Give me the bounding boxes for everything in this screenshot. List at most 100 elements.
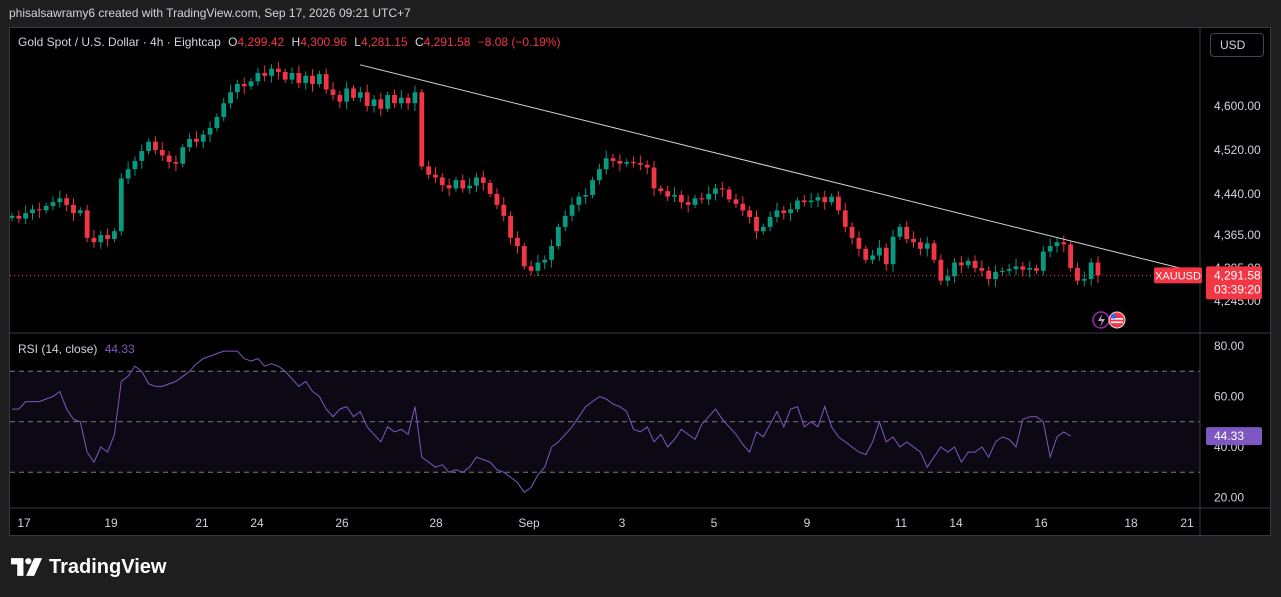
candle[interactable] xyxy=(1047,246,1053,252)
candle[interactable] xyxy=(562,215,568,227)
candle[interactable] xyxy=(542,259,548,263)
chart-canvas[interactable]: 4,600.004,520.004,440.004,365.004,305.00… xyxy=(10,28,1271,536)
candle[interactable] xyxy=(911,238,916,243)
candle[interactable] xyxy=(795,200,800,210)
candle[interactable] xyxy=(480,177,486,183)
candle[interactable] xyxy=(993,271,998,280)
candle[interactable] xyxy=(774,210,780,217)
candle[interactable] xyxy=(282,71,288,80)
candle[interactable] xyxy=(118,178,124,232)
candle[interactable] xyxy=(1040,251,1046,271)
candle[interactable] xyxy=(733,199,739,204)
candle[interactable] xyxy=(419,92,425,167)
candle[interactable] xyxy=(194,138,199,142)
candle[interactable] xyxy=(50,202,56,206)
candle[interactable] xyxy=(453,180,459,189)
candle[interactable] xyxy=(71,204,76,214)
candle[interactable] xyxy=(808,200,814,203)
rsi-value-tag[interactable] xyxy=(1206,427,1262,446)
candle[interactable] xyxy=(139,151,145,161)
candle[interactable] xyxy=(713,188,718,194)
candle[interactable] xyxy=(856,237,862,249)
candle[interactable] xyxy=(10,215,15,219)
candle[interactable] xyxy=(699,198,705,200)
candle[interactable] xyxy=(337,95,343,102)
candle[interactable] xyxy=(590,180,595,195)
candle[interactable] xyxy=(938,259,944,281)
candle[interactable] xyxy=(651,167,657,189)
candle[interactable] xyxy=(521,246,527,267)
candle[interactable] xyxy=(692,198,698,205)
candle[interactable] xyxy=(829,196,834,203)
candle[interactable] xyxy=(726,189,732,200)
candle[interactable] xyxy=(603,158,609,170)
candle[interactable] xyxy=(569,204,575,216)
candle[interactable] xyxy=(767,216,773,227)
candle[interactable] xyxy=(412,92,418,104)
candle[interactable] xyxy=(1061,242,1067,245)
candle[interactable] xyxy=(474,177,479,186)
candle[interactable] xyxy=(433,174,438,178)
currency-button[interactable]: USD xyxy=(1210,33,1264,57)
candle[interactable] xyxy=(57,198,63,203)
candle[interactable] xyxy=(1027,268,1033,270)
candle[interactable] xyxy=(173,162,179,164)
candle[interactable] xyxy=(924,243,930,249)
trendline[interactable] xyxy=(359,64,1201,274)
candle[interactable] xyxy=(439,177,445,186)
candle[interactable] xyxy=(112,231,117,239)
candle[interactable] xyxy=(228,92,233,104)
candle[interactable] xyxy=(392,95,397,104)
candle[interactable] xyxy=(972,260,978,269)
candle[interactable] xyxy=(316,74,322,85)
candle[interactable] xyxy=(836,196,841,211)
candle[interactable] xyxy=(1034,268,1039,271)
candle[interactable] xyxy=(296,73,302,83)
candle[interactable] xyxy=(310,75,315,85)
candle[interactable] xyxy=(344,88,350,102)
candle[interactable] xyxy=(1006,269,1012,271)
candle[interactable] xyxy=(952,262,957,277)
candle[interactable] xyxy=(610,158,616,161)
candle[interactable] xyxy=(1013,266,1019,270)
candle[interactable] xyxy=(132,160,138,170)
candle[interactable] xyxy=(897,226,903,237)
candle[interactable] xyxy=(16,215,22,219)
candle[interactable] xyxy=(815,197,821,201)
rsi-legend[interactable]: RSI (14, close) 44.33 xyxy=(18,342,135,356)
candle[interactable] xyxy=(1068,244,1074,269)
candle[interactable] xyxy=(125,169,131,179)
candle[interactable] xyxy=(917,242,923,249)
candle[interactable] xyxy=(556,226,561,247)
candle[interactable] xyxy=(426,166,432,175)
candle[interactable] xyxy=(269,68,274,76)
candle[interactable] xyxy=(535,262,541,271)
candle[interactable] xyxy=(255,73,261,82)
candle[interactable] xyxy=(678,194,684,203)
candle[interactable] xyxy=(357,92,363,98)
candle[interactable] xyxy=(323,74,329,90)
candle[interactable] xyxy=(1095,262,1101,276)
candle[interactable] xyxy=(644,164,650,168)
candle[interactable] xyxy=(549,246,554,260)
candle[interactable] xyxy=(719,188,725,190)
last-price-tag[interactable] xyxy=(1206,266,1262,300)
candle[interactable] xyxy=(494,193,500,205)
candle[interactable] xyxy=(460,180,466,189)
candle[interactable] xyxy=(801,200,807,203)
candle[interactable] xyxy=(446,185,452,189)
candle[interactable] xyxy=(965,260,971,266)
candle[interactable] xyxy=(754,216,759,232)
candle[interactable] xyxy=(64,198,70,205)
candle[interactable] xyxy=(159,149,165,156)
candle[interactable] xyxy=(378,99,384,109)
candle[interactable] xyxy=(672,194,677,197)
candle[interactable] xyxy=(501,204,507,216)
candle[interactable] xyxy=(508,215,513,238)
candle[interactable] xyxy=(986,270,992,280)
candle[interactable] xyxy=(30,209,35,214)
candle[interactable] xyxy=(747,210,753,217)
candle[interactable] xyxy=(877,247,882,256)
candle[interactable] xyxy=(624,162,630,164)
candle[interactable] xyxy=(904,226,910,239)
